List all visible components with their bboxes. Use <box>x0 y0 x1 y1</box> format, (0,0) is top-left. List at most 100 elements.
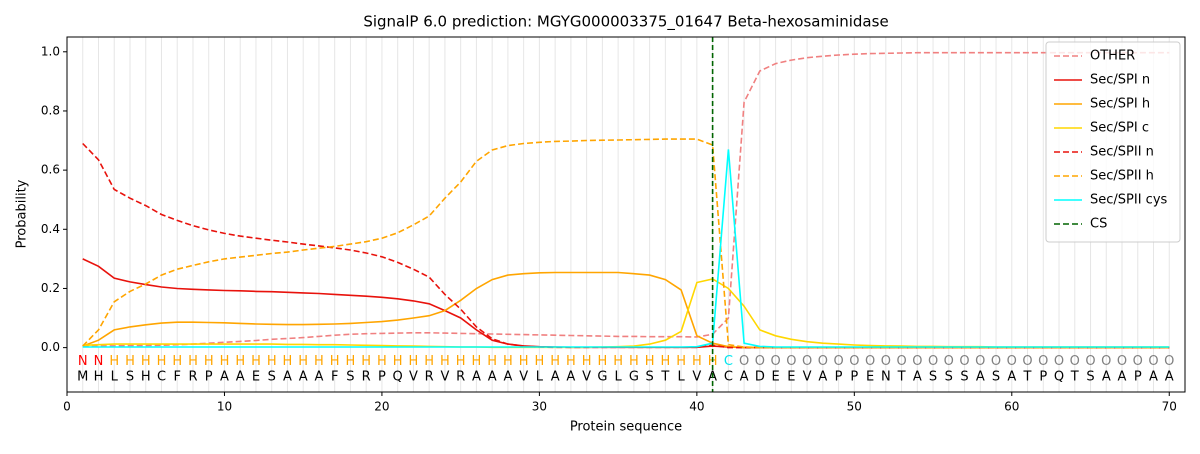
residue: A <box>283 370 292 385</box>
residue-label: O <box>739 354 749 369</box>
residue-label: O <box>1085 354 1095 369</box>
legend-label: Sec/SPI c <box>1090 121 1149 136</box>
residue-label: O <box>818 354 828 369</box>
residue: A <box>818 370 827 385</box>
residue: G <box>597 370 607 385</box>
residue-label: H <box>456 354 466 369</box>
residue-label: H <box>251 354 261 369</box>
residue: S <box>268 370 276 385</box>
residue: S <box>645 370 653 385</box>
x-tick-label: 30 <box>532 400 547 414</box>
residue: S <box>960 370 968 385</box>
x-tick-label: 60 <box>1004 400 1019 414</box>
residue-label: H <box>314 354 324 369</box>
legend-label: Sec/SPI n <box>1090 73 1150 88</box>
chart-title: SignalP 6.0 prediction: MGYG000003375_01… <box>363 13 888 32</box>
series-line <box>82 138 1170 349</box>
residue-label: H <box>157 354 167 369</box>
residue-label: H <box>204 354 214 369</box>
residue: P <box>205 370 213 385</box>
residue-label: H <box>487 354 497 369</box>
series-line <box>82 258 1170 349</box>
residue: D <box>755 370 765 385</box>
residue-label: H <box>613 354 623 369</box>
residue: C <box>724 370 733 385</box>
legend-label: Sec/SPII cys <box>1090 193 1168 208</box>
y-tick-label: 0.6 <box>41 163 60 177</box>
residue: A <box>976 370 985 385</box>
residue: Q <box>1054 370 1064 385</box>
residue-label: H <box>220 354 230 369</box>
residue-label: H <box>361 354 371 369</box>
residue: T <box>660 370 669 385</box>
residue-label: H <box>472 354 482 369</box>
residue: P <box>835 370 843 385</box>
residue-label: H <box>109 354 119 369</box>
residue: C <box>157 370 166 385</box>
residue: G <box>629 370 639 385</box>
residue-label: O <box>1148 354 1158 369</box>
residue: E <box>866 370 874 385</box>
legend-label: Sec/SPI h <box>1090 97 1150 112</box>
residue: H <box>141 370 151 385</box>
legend-label: OTHER <box>1090 49 1135 64</box>
residue-label: H <box>645 354 655 369</box>
residue-label: O <box>755 354 765 369</box>
residue-label: H <box>503 354 513 369</box>
residue-label: H <box>141 354 151 369</box>
x-tick-label: 40 <box>689 400 704 414</box>
residue: L <box>536 370 544 385</box>
residue: E <box>252 370 260 385</box>
residue-label: O <box>975 354 985 369</box>
residue: S <box>929 370 937 385</box>
residue: Q <box>393 370 403 385</box>
residue-label: O <box>865 354 875 369</box>
residue: L <box>615 370 623 385</box>
legend-box <box>1045 41 1181 243</box>
y-tick-label: 0.0 <box>41 340 60 354</box>
residue-label: H <box>125 354 135 369</box>
residue-label: O <box>944 354 954 369</box>
residue: F <box>331 370 338 385</box>
residue-label: O <box>991 354 1001 369</box>
residue: L <box>677 370 685 385</box>
residue-label: H <box>298 354 308 369</box>
residue: F <box>173 370 180 385</box>
residue: A <box>740 370 749 385</box>
residue-label: H <box>582 354 592 369</box>
residue-label: O <box>786 354 796 369</box>
residue-label: O <box>1117 354 1127 369</box>
residue: S <box>126 370 134 385</box>
residue: S <box>1086 370 1094 385</box>
x-tick-label: 20 <box>374 400 389 414</box>
residue-label: H <box>629 354 639 369</box>
residue-label: O <box>1007 354 1017 369</box>
residue: R <box>362 370 371 385</box>
residue: E <box>787 370 795 385</box>
y-axis-label: Probability <box>15 179 30 248</box>
plot-frame <box>66 36 1186 393</box>
residue: V <box>692 370 701 385</box>
residue-label: O <box>1070 354 1080 369</box>
residue: V <box>440 370 449 385</box>
residue-label: H <box>676 354 686 369</box>
x-tick-label: 50 <box>847 400 862 414</box>
y-tick-label: 0.2 <box>41 281 60 295</box>
residue-label: O <box>881 354 891 369</box>
residue-label: O <box>959 354 969 369</box>
residue-label: H <box>409 354 419 369</box>
residue: R <box>425 370 434 385</box>
residue-label: O <box>1038 354 1048 369</box>
residue: A <box>566 370 575 385</box>
residue: A <box>1118 370 1127 385</box>
y-tick-label: 1.0 <box>41 44 60 58</box>
x-tick-label: 0 <box>63 400 71 414</box>
series-line <box>82 142 1170 349</box>
residue: A <box>1102 370 1111 385</box>
residue: T <box>897 370 906 385</box>
residue-label: H <box>566 354 576 369</box>
residue: P <box>1134 370 1142 385</box>
residue-label: C <box>724 354 733 369</box>
residue: M <box>77 370 88 385</box>
residue-label: O <box>833 354 843 369</box>
